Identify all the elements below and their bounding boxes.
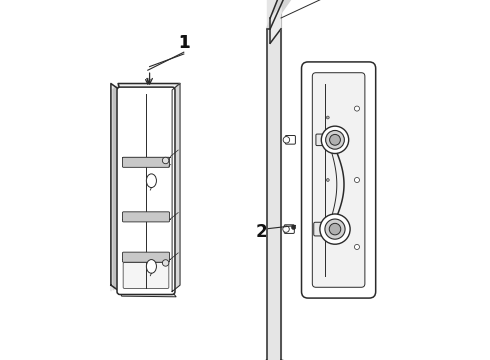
Circle shape	[354, 106, 360, 111]
Circle shape	[325, 219, 345, 239]
FancyBboxPatch shape	[316, 134, 336, 145]
Circle shape	[329, 223, 341, 235]
FancyBboxPatch shape	[122, 157, 170, 167]
Circle shape	[326, 116, 329, 119]
Circle shape	[326, 179, 329, 181]
Text: 2: 2	[255, 223, 267, 241]
FancyBboxPatch shape	[117, 87, 175, 294]
FancyBboxPatch shape	[301, 62, 376, 298]
FancyBboxPatch shape	[123, 262, 169, 288]
Polygon shape	[118, 84, 180, 90]
Polygon shape	[111, 84, 120, 292]
Circle shape	[354, 177, 360, 183]
Text: 1: 1	[178, 34, 190, 52]
Polygon shape	[270, 7, 281, 43]
Polygon shape	[120, 292, 176, 297]
FancyBboxPatch shape	[122, 252, 170, 262]
FancyBboxPatch shape	[285, 135, 295, 144]
Circle shape	[283, 136, 290, 143]
FancyBboxPatch shape	[312, 73, 365, 287]
Text: 1: 1	[178, 34, 190, 52]
Polygon shape	[267, 0, 281, 360]
Circle shape	[320, 214, 350, 244]
Ellipse shape	[147, 174, 156, 188]
FancyBboxPatch shape	[122, 212, 170, 222]
Circle shape	[283, 226, 289, 232]
Polygon shape	[172, 84, 180, 292]
Circle shape	[321, 126, 349, 153]
Ellipse shape	[147, 260, 156, 273]
FancyBboxPatch shape	[314, 222, 337, 236]
Circle shape	[354, 244, 360, 249]
FancyBboxPatch shape	[284, 225, 294, 233]
Circle shape	[162, 157, 169, 164]
Circle shape	[292, 225, 296, 229]
Circle shape	[326, 130, 344, 149]
Circle shape	[162, 260, 169, 266]
Polygon shape	[267, 0, 295, 29]
Circle shape	[330, 134, 341, 145]
